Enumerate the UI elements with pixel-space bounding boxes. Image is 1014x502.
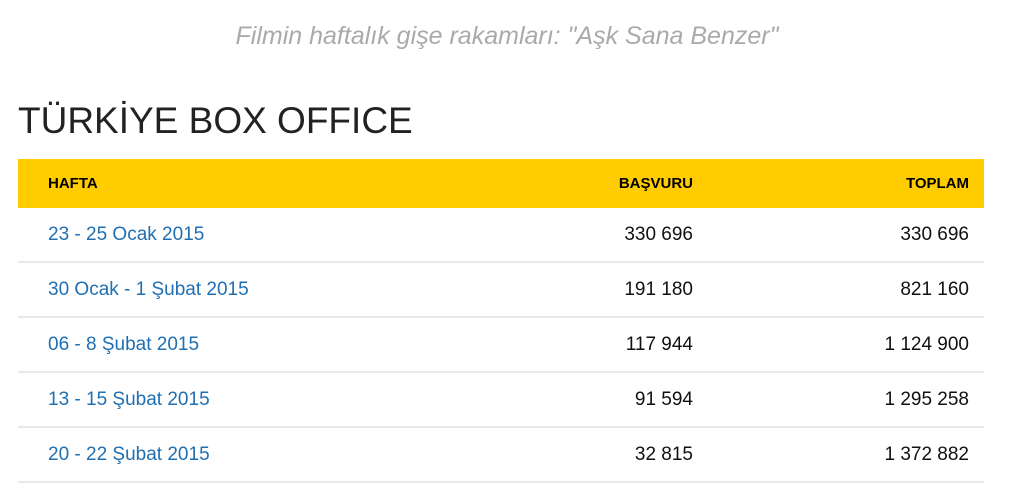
- admissions: 91 594: [393, 372, 693, 428]
- admissions: 32 815: [393, 427, 693, 483]
- header-toplam: TOPLAM: [693, 159, 984, 208]
- caption: Filmin haftalık gişe rakamları: "Aşk San…: [235, 22, 779, 50]
- total: 1 295 258: [693, 372, 984, 428]
- table-header: HAFTA BAŞVURU TOPLAM: [18, 159, 984, 208]
- total: 821 160: [693, 262, 984, 318]
- week-link[interactable]: 23 - 25 Ocak 2015: [18, 208, 393, 263]
- table-row: 30 Ocak - 1 Şubat 2015 191 180 821 160: [18, 262, 984, 318]
- week-link[interactable]: 20 - 22 Şubat 2015: [18, 427, 393, 483]
- admissions: 330 696: [393, 208, 693, 263]
- table-row: 06 - 8 Şubat 2015 117 944 1 124 900: [18, 317, 984, 373]
- week-link[interactable]: 13 - 15 Şubat 2015: [18, 372, 393, 428]
- table-row: 23 - 25 Ocak 2015 330 696 330 696: [18, 208, 984, 263]
- admissions: 191 180: [393, 262, 693, 318]
- table-row: 20 - 22 Şubat 2015 32 815 1 372 882: [18, 427, 984, 483]
- header-hafta: HAFTA: [18, 159, 393, 208]
- page-title: TÜRKİYE BOX OFFICE: [18, 100, 413, 141]
- total: 1 372 882: [693, 427, 984, 483]
- box-office-table: HAFTA BAŞVURU TOPLAM 23 - 25 Ocak 2015 33…: [18, 159, 984, 483]
- total: 1 124 900: [693, 317, 984, 373]
- table-row: 13 - 15 Şubat 2015 91 594 1 295 258: [18, 372, 984, 428]
- week-link[interactable]: 30 Ocak - 1 Şubat 2015: [18, 262, 393, 318]
- admissions: 117 944: [393, 317, 693, 373]
- total: 330 696: [693, 208, 984, 263]
- week-link[interactable]: 06 - 8 Şubat 2015: [18, 317, 393, 373]
- header-basvuru: BAŞVURU: [393, 159, 693, 208]
